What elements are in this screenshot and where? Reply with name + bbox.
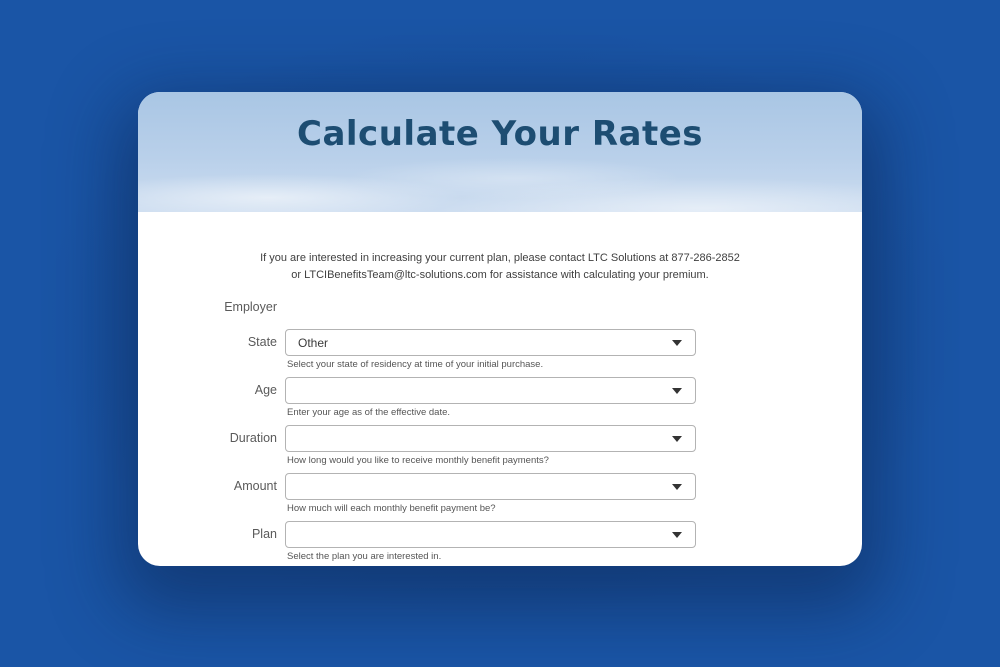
duration-select[interactable] xyxy=(285,425,696,453)
chevron-down-icon xyxy=(672,435,682,442)
form-row-amount: Amount How much will each monthly benefi… xyxy=(138,473,862,514)
duration-label: Duration xyxy=(229,431,277,446)
rate-form: Employer State Other Select your state o… xyxy=(138,300,862,562)
age-help-text: Enter your age as of the effective date. xyxy=(287,407,451,419)
state-help-text: Select your state of residency at time o… xyxy=(287,359,544,371)
plan-label: Plan xyxy=(251,527,277,542)
rate-calculator-card: Calculate Your Rates If you are interest… xyxy=(138,92,862,566)
employer-value xyxy=(285,300,696,314)
age-label: Age xyxy=(254,383,277,398)
amount-select[interactable] xyxy=(285,473,696,501)
chevron-down-icon xyxy=(672,339,682,346)
form-row-employer: Employer xyxy=(138,300,862,314)
form-row-duration: Duration How long would you like to rece… xyxy=(138,425,862,466)
state-select-value: Other xyxy=(298,335,329,350)
state-select[interactable]: Other xyxy=(285,329,696,357)
intro-text: If you are interested in increasing your… xyxy=(250,250,750,284)
amount-label: Amount xyxy=(233,479,277,494)
chevron-down-icon xyxy=(672,387,682,394)
state-label: State xyxy=(247,335,277,350)
chevron-down-icon xyxy=(672,483,682,490)
plan-help-text: Select the plan you are interested in. xyxy=(287,551,442,563)
page-title: Calculate Your Rates xyxy=(297,114,703,154)
form-row-plan: Plan Select the plan you are interested … xyxy=(138,521,862,562)
form-row-state: State Other Select your state of residen… xyxy=(138,329,862,370)
amount-help-text: How much will each monthly benefit payme… xyxy=(287,503,496,515)
card-body: If you are interested in increasing your… xyxy=(138,212,862,562)
employer-label: Employer xyxy=(224,300,277,315)
plan-select[interactable] xyxy=(285,521,696,549)
sky-header: Calculate Your Rates xyxy=(138,92,862,212)
form-row-age: Age Enter your age as of the effective d… xyxy=(138,377,862,418)
intro-line-1: If you are interested in increasing your… xyxy=(260,252,740,264)
chevron-down-icon xyxy=(672,531,682,538)
intro-line-2: or LTCIBenefitsTeam@ltc-solutions.com fo… xyxy=(291,269,709,282)
duration-help-text: How long would you like to receive month… xyxy=(287,455,549,467)
age-select[interactable] xyxy=(285,377,696,405)
